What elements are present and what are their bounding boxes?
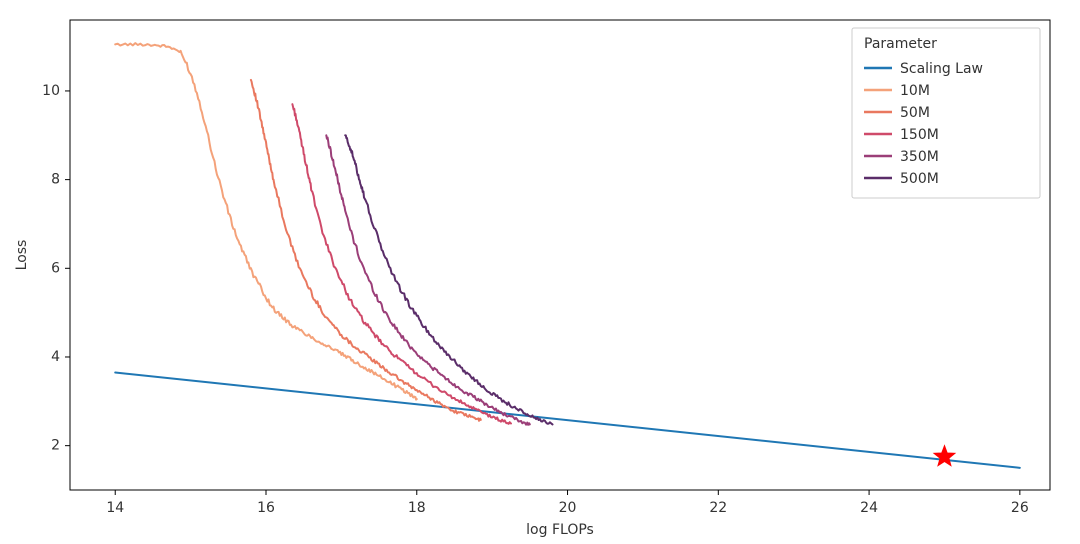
x-tick-label: 18 — [408, 500, 426, 516]
series-150M — [292, 104, 511, 424]
legend-label: Scaling Law — [900, 61, 983, 77]
x-tick-label: 22 — [709, 500, 727, 516]
legend: Parameter Scaling Law 10M 50M 150M 350M 500M — [852, 28, 1040, 198]
chart-svg: 14161820222426246810log FLOPsLossParamet… — [0, 0, 1080, 544]
y-tick-label: 8 — [51, 172, 60, 188]
x-tick-label: 14 — [106, 500, 124, 516]
y-tick-label: 4 — [51, 349, 60, 365]
y-tick-label: 10 — [42, 83, 60, 99]
legend-label: 10M — [900, 83, 930, 99]
star-marker — [934, 446, 955, 466]
x-tick-label: 26 — [1011, 500, 1029, 516]
legend-label: 150M — [900, 127, 939, 143]
y-tick-label: 6 — [51, 260, 60, 276]
y-tick-label: 2 — [51, 438, 60, 454]
x-tick-label: 24 — [860, 500, 878, 516]
legend-label: 50M — [900, 105, 930, 121]
y-axis-label: Loss — [14, 240, 30, 271]
x-axis-label: log FLOPs — [526, 522, 594, 538]
legend-label: 500M — [900, 171, 939, 187]
x-tick-label: 20 — [559, 500, 577, 516]
legend-title: Parameter — [864, 36, 937, 52]
series-scaling-law — [115, 373, 1020, 468]
x-tick-label: 16 — [257, 500, 275, 516]
loss-vs-flops-chart: 14161820222426246810log FLOPsLossParamet… — [0, 0, 1080, 544]
legend-label: 350M — [900, 149, 939, 165]
